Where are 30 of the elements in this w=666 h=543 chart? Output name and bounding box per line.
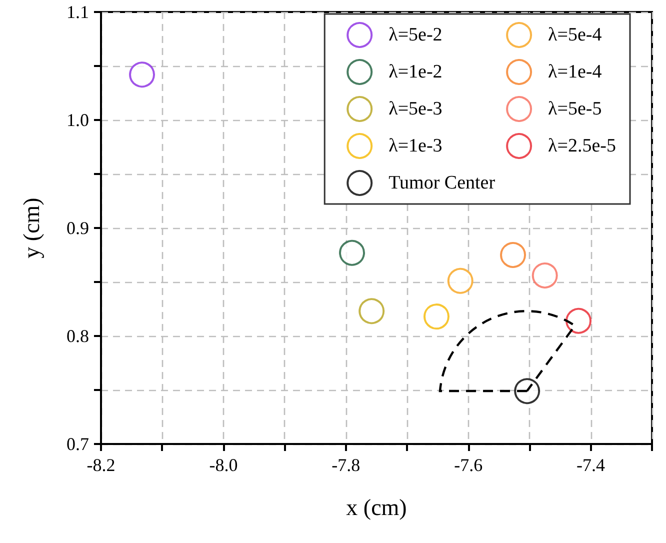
point bbox=[566, 308, 592, 334]
legend-label: λ=5e-2 bbox=[388, 24, 442, 46]
y-tick-label: 0.9 bbox=[66, 218, 89, 238]
legend-label: λ=1e-3 bbox=[388, 136, 442, 156]
point bbox=[447, 268, 474, 294]
x-tick-label: -7.6 bbox=[454, 455, 483, 475]
y-tick-label: 0.8 bbox=[66, 326, 89, 346]
point bbox=[339, 240, 366, 266]
legend-label: Tumor Center bbox=[388, 172, 496, 194]
legend-label: λ=5e-5 bbox=[548, 98, 602, 120]
legend-label: λ=5e-4 bbox=[548, 24, 602, 46]
point bbox=[514, 378, 540, 404]
point bbox=[358, 298, 385, 324]
legend-label: λ=5e-3 bbox=[388, 98, 442, 120]
x-tick-label: -8.2 bbox=[86, 455, 116, 475]
legend-label: λ=2.5e-5 bbox=[548, 136, 616, 156]
point bbox=[532, 262, 558, 289]
point bbox=[129, 62, 156, 88]
legend-label: λ=1e-4 bbox=[548, 62, 602, 82]
x-axis-title: x (cm) bbox=[346, 495, 407, 520]
point bbox=[424, 304, 450, 330]
y-tick-label: 0.7 bbox=[66, 434, 89, 454]
y-tick-label: 1.1 bbox=[66, 2, 89, 22]
x-tick-label: -7.4 bbox=[576, 455, 606, 475]
x-tick-label: -7.8 bbox=[332, 455, 360, 475]
x-tick-label: -8.0 bbox=[209, 455, 238, 475]
y-tick-label: 1.0 bbox=[66, 110, 89, 130]
y-axis-title: y (cm) bbox=[19, 198, 44, 258]
legend-label: λ=1e-2 bbox=[388, 62, 442, 82]
point bbox=[500, 242, 526, 268]
